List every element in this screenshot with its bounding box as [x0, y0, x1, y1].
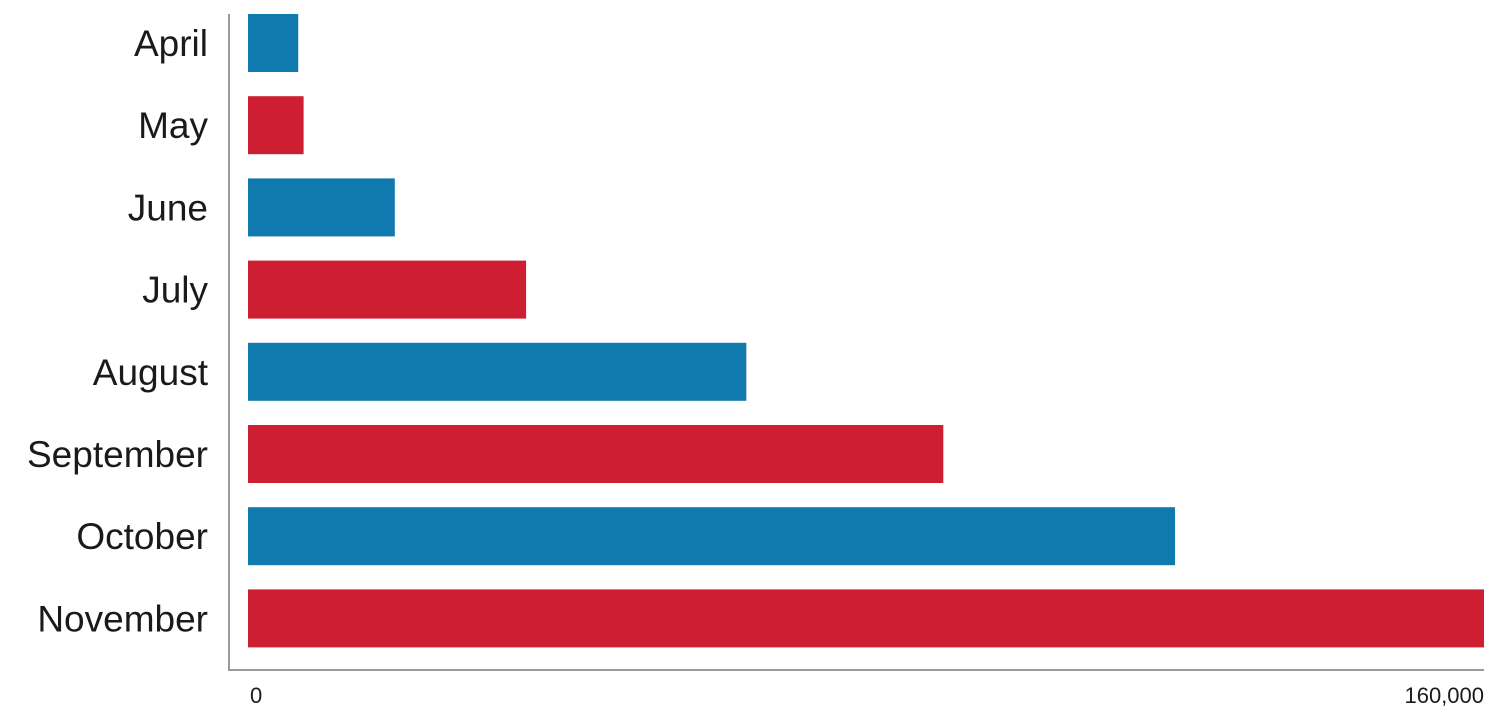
category-label-august: August — [93, 352, 209, 393]
category-label-november: November — [37, 598, 208, 639]
category-label-april: April — [134, 23, 208, 64]
category-labels-group: April May June July August September October No… — [27, 23, 209, 639]
bar-september — [248, 425, 944, 483]
bars-group — [248, 14, 1484, 648]
bar-may — [248, 96, 304, 155]
x-tick-labels-group: 0 160,000 — [250, 683, 1484, 708]
category-label-may: May — [138, 105, 208, 146]
bar-june — [248, 178, 395, 237]
category-label-september: September — [27, 434, 208, 475]
axes-group — [228, 14, 1484, 671]
category-label-october: October — [76, 516, 208, 557]
bar-october — [248, 507, 1175, 566]
category-label-july: July — [142, 270, 208, 311]
bar-november — [248, 589, 1484, 648]
x-tick-label-0: 0 — [250, 683, 262, 708]
category-label-june: June — [128, 187, 208, 228]
bar-july — [248, 260, 527, 319]
x-tick-label-1: 160,000 — [1404, 683, 1484, 708]
bar-april — [248, 14, 299, 72]
bar-august — [248, 342, 747, 401]
